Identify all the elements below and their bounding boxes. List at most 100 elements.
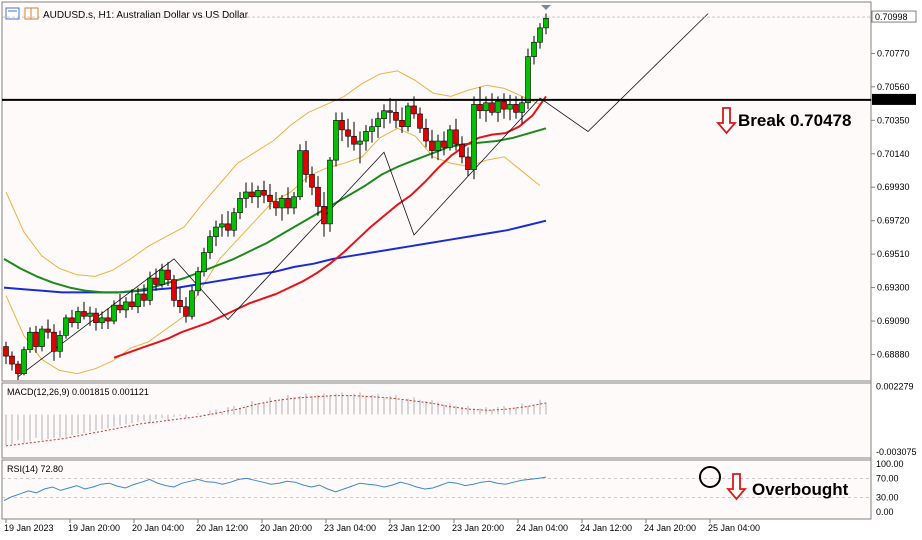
candle-body	[279, 198, 285, 209]
candle-body	[465, 156, 471, 170]
candle-body	[189, 290, 195, 317]
rsi-tick-label: 70.00	[876, 473, 899, 483]
candle-body	[441, 140, 447, 148]
time-axis: 19 Jan 2023 19 Jan 20:00 20 Jan 04:00 20 Ja…	[4, 519, 760, 533]
candle-body	[321, 206, 327, 225]
candle-body	[57, 335, 63, 352]
candle-body	[303, 150, 309, 175]
candle-body	[417, 113, 423, 129]
candle-body	[411, 105, 417, 115]
candle-body	[297, 150, 303, 198]
candle-body	[309, 174, 315, 188]
candle-body	[525, 56, 531, 104]
break-annotation: Break 0.70478	[716, 107, 851, 135]
candle-body	[471, 104, 477, 170]
candle-body	[399, 120, 405, 127]
candle-body	[369, 126, 375, 132]
price-tick-label: 0.70560	[877, 82, 910, 92]
time-tick-label: 20 Jan 20:00	[260, 523, 312, 533]
candle-body	[375, 118, 381, 127]
candle-body	[453, 129, 459, 145]
candle-body	[117, 304, 123, 311]
candle-body	[51, 331, 57, 352]
candle-body	[123, 301, 129, 311]
candle-body	[171, 279, 177, 301]
candle-body	[87, 312, 93, 317]
candle-body	[339, 120, 345, 131]
price-tick-label: 0.68880	[877, 350, 910, 360]
candle-body	[213, 226, 219, 237]
price-tick-label: 0.69300	[877, 283, 910, 293]
candle-body	[423, 127, 429, 142]
candle-body	[543, 18, 549, 29]
macd-tick-label: 0.002279	[876, 381, 914, 391]
candle-body	[195, 271, 201, 292]
candle-body	[531, 41, 537, 57]
price-axis: 0.70998 0.70770 0.70560 0.70478 0.70350 0.701…	[871, 10, 917, 360]
candle-body	[207, 236, 213, 253]
candles	[3, 13, 549, 380]
candle-body	[165, 269, 171, 280]
zigzag-line	[17, 13, 709, 378]
macd-tick-label: -0.003075	[876, 447, 917, 457]
candle-body	[141, 293, 147, 301]
candle-body	[129, 301, 135, 308]
break-label: Break 0.70478	[738, 111, 851, 130]
candle-body	[267, 194, 273, 202]
candle-body	[537, 27, 543, 43]
candle-body	[3, 346, 9, 357]
time-tick-label: 23 Jan 20:00	[452, 523, 504, 533]
candle-body	[219, 223, 225, 228]
chart-header: AUDUSD.s, H1: Australian Dollar vs US Do…	[5, 7, 249, 21]
candle-body	[447, 129, 453, 148]
price-tick-label: 0.69090	[877, 316, 910, 326]
time-tick-label: 24 Jan 20:00	[644, 523, 696, 533]
macd-plot: 0.002279 -0.003075	[5, 381, 917, 457]
candle-body	[69, 317, 75, 323]
candle-body	[381, 110, 387, 120]
rsi-tick-label: 0.00	[876, 507, 894, 517]
overbought-annotation: Overbought	[699, 466, 849, 501]
candle-body	[237, 198, 243, 214]
candle-body	[243, 191, 249, 199]
candle-body	[489, 102, 495, 113]
bollinger-bands	[5, 70, 541, 375]
down-arrow-icon	[716, 107, 737, 135]
rsi-tick-label: 30.00	[876, 493, 899, 503]
candle-body	[201, 252, 207, 272]
time-tick-label: 24 Jan 12:00	[580, 523, 632, 533]
candle-body	[327, 159, 333, 225]
candle-body	[63, 317, 69, 336]
time-tick-label: 23 Jan 12:00	[388, 523, 440, 533]
candle-body	[519, 102, 525, 113]
candle-body	[345, 129, 351, 137]
candle-body	[315, 186, 321, 207]
candle-body	[393, 112, 399, 121]
macd-panel[interactable]	[1, 382, 872, 459]
candle-body	[21, 349, 27, 374]
candle-body	[477, 104, 483, 112]
candle-body	[501, 100, 507, 110]
candle-body	[285, 198, 291, 209]
candle-body	[333, 120, 339, 161]
rsi-panel[interactable]	[1, 459, 872, 520]
rsi-plot: 100.00 70.00 30.00 0.00	[2, 459, 904, 517]
price-panel[interactable]	[1, 1, 872, 382]
candle-body	[135, 293, 141, 308]
time-tick-label: 25 Jan 04:00	[708, 523, 760, 533]
last-price-box	[871, 10, 917, 23]
candle-body	[495, 100, 501, 113]
time-tick-label: 19 Jan 20:00	[68, 523, 120, 533]
candle-body	[513, 104, 519, 113]
candle-body	[387, 110, 393, 113]
bollinger-lower-line	[5, 127, 541, 375]
latest-bar-marker	[541, 5, 551, 10]
candle-body	[273, 201, 279, 209]
break-level-price-label: 0.70478	[875, 95, 908, 105]
time-tick-label: 19 Jan 2023	[4, 523, 54, 533]
candle-body	[291, 196, 297, 209]
candle-body	[183, 306, 189, 317]
candle-body	[225, 223, 231, 231]
candle-body	[15, 363, 21, 374]
